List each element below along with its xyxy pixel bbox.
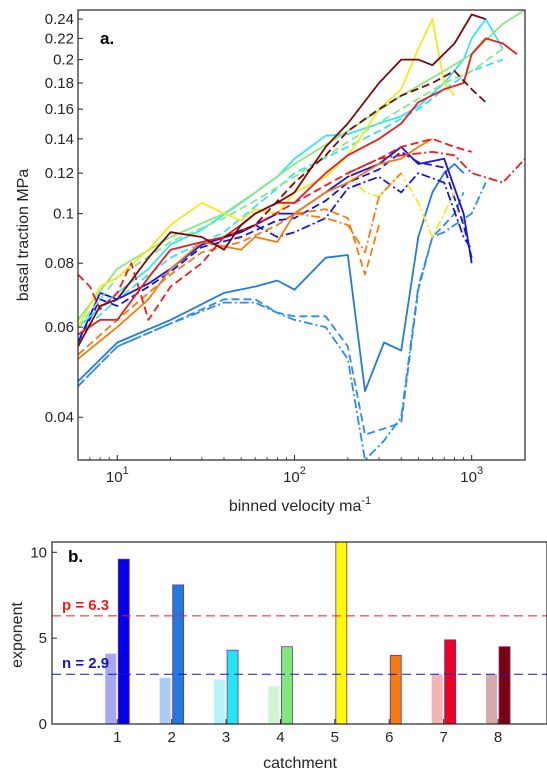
- x-tick-label: 6: [385, 729, 393, 746]
- panel-a-label: a.: [100, 29, 114, 48]
- bar-p-catchment-2: [172, 584, 185, 725]
- y-tick-label: 5: [39, 630, 47, 647]
- panel-b-y-axis-label: exponent: [9, 602, 26, 668]
- y-tick-label: 0.06: [45, 319, 74, 336]
- bar-n-catchment-2: [159, 677, 171, 724]
- bar-p-catchment-4: [281, 646, 293, 725]
- bar-n-catchment-1: [105, 653, 117, 724]
- bar-n-catchment-8: [486, 674, 498, 724]
- series-line-19: [78, 13, 486, 347]
- panel-a-ticks: 101 102 103 0.04 0.06 0.08 0.1 0.12 0.14 0.16 0.18…: [45, 11, 526, 486]
- panel-b-label: b.: [68, 547, 83, 566]
- panel-a-axes-box: [77, 9, 526, 461]
- y-tick-label: 0.14: [45, 131, 74, 148]
- panel-b-exponent-bar-chart: p = 6.3 n = 2.9 1 2 3 4 5 6 7 8 0 5 10 b. catchment…: [9, 541, 547, 772]
- panel-b-ticks: 1 2 3 4 5 6 7 8 0 5 10: [30, 544, 502, 746]
- series-line-2: [78, 192, 465, 436]
- series-line-3: [78, 182, 487, 460]
- x-tick-label: 4: [276, 729, 284, 746]
- y-tick-label: 0: [39, 716, 47, 733]
- y-tick-label: 0.12: [45, 165, 74, 182]
- bar-p-catchment-6: [389, 654, 402, 725]
- x-tick-label: 103: [460, 465, 483, 486]
- x-tick-label: 7: [439, 729, 447, 746]
- series-line-12: [347, 172, 456, 238]
- bar-n-catchment-3: [214, 679, 226, 724]
- x-tick-label: 5: [331, 729, 339, 746]
- y-tick-label: 0.24: [45, 11, 74, 28]
- y-tick-label: 0.1: [53, 206, 74, 223]
- x-tick-label: 2: [167, 729, 175, 746]
- series-line-7: [78, 18, 504, 328]
- bar-p-catchment-1: [117, 558, 130, 725]
- x-tick-label: 1: [113, 729, 121, 746]
- x-tick-label: 3: [222, 729, 230, 746]
- panel-a-x-axis-label: binned velocity ma-1: [229, 495, 371, 515]
- reference-label-1: p = 6.3: [62, 597, 109, 614]
- panel-a-basal-traction-chart: 101 102 103 0.04 0.06 0.08 0.1 0.12 0.14 0.16 0.18…: [15, 9, 526, 515]
- bar-p-catchment-3: [226, 649, 239, 725]
- y-tick-label: 0.2: [53, 52, 74, 69]
- series-line-1: [78, 163, 465, 393]
- series-line-18: [347, 150, 525, 184]
- x-tick-label: 8: [494, 729, 502, 746]
- series-line-11: [78, 18, 456, 328]
- series-line-9: [78, 10, 525, 321]
- panel-a-y-axis-label: basal traction MPa: [15, 169, 32, 302]
- panel-b-reference-lines: p = 6.3 n = 2.9: [52, 597, 547, 675]
- panel-a-series-group: [78, 10, 525, 460]
- x-tick-label: 101: [106, 465, 129, 486]
- series-line-13: [78, 138, 433, 360]
- y-tick-label: 0.08: [45, 255, 74, 272]
- bar-p-catchment-5: [335, 541, 348, 725]
- bar-n-catchment-7: [431, 674, 443, 724]
- y-tick-label: 10: [30, 544, 47, 561]
- panel-b-bars: [105, 541, 511, 725]
- bar-n-catchment-4: [268, 686, 280, 724]
- panel-b-axes-box: [51, 541, 547, 725]
- series-line-15: [294, 172, 402, 254]
- y-tick-label: 0.16: [45, 101, 74, 118]
- y-tick-label: 0.04: [45, 409, 74, 426]
- reference-label-2: n = 2.9: [62, 655, 109, 672]
- y-tick-label: 0.18: [45, 75, 74, 92]
- series-line-4: [78, 145, 473, 343]
- x-tick-label: 102: [283, 465, 306, 486]
- bar-p-catchment-8: [498, 646, 511, 725]
- bar-p-catchment-7: [444, 639, 457, 725]
- series-line-10: [78, 47, 504, 328]
- series-line-14: [78, 208, 380, 356]
- y-tick-label: 0.22: [45, 30, 74, 47]
- series-line-6: [254, 172, 473, 251]
- series-line-16: [78, 37, 518, 336]
- panel-b-x-axis-label: catchment: [263, 755, 337, 772]
